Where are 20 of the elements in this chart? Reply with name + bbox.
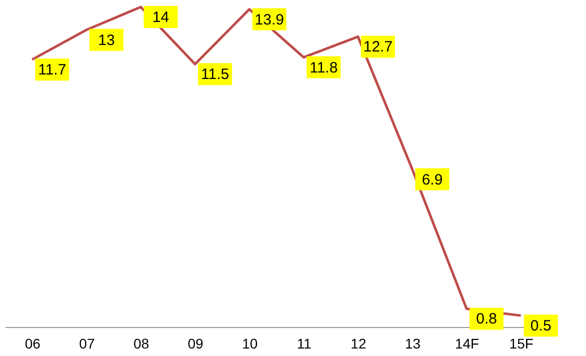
x-tick-label: 15F xyxy=(509,336,534,352)
x-tick-label: 09 xyxy=(188,336,204,352)
data-label: 13.9 xyxy=(254,11,284,28)
x-tick-label: 14F xyxy=(454,336,480,352)
data-label: 13 xyxy=(98,32,115,49)
x-tick-label: 13 xyxy=(404,336,421,352)
x-tick-label: 12 xyxy=(350,336,366,352)
data-label: 11.5 xyxy=(201,66,230,84)
x-tick-label: 11 xyxy=(296,336,312,352)
x-tick-label: 07 xyxy=(79,336,95,352)
data-label: 12.7 xyxy=(363,38,393,56)
data-label: 11.7 xyxy=(38,62,66,79)
data-label: 0.8 xyxy=(476,310,497,328)
x-tick-label: 06 xyxy=(24,336,41,352)
data-label: 0.5 xyxy=(530,318,552,335)
data-label: 14 xyxy=(152,9,170,26)
x-tick-label: 08 xyxy=(133,336,150,352)
x-tick-label: 10 xyxy=(242,336,258,352)
data-label: 6.9 xyxy=(422,171,443,188)
data-label: 11.8 xyxy=(310,59,338,76)
